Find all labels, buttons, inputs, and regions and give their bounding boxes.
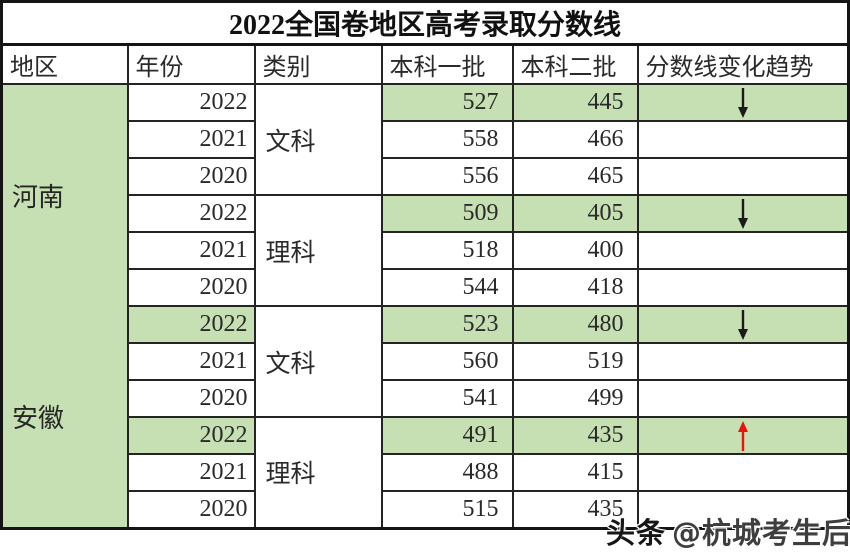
trend-cell [636, 157, 850, 196]
trend-cell [636, 194, 850, 233]
batch2-cell: 466 [511, 120, 639, 159]
column-header-category: 类别 [253, 43, 383, 85]
batch2-cell: 519 [511, 342, 639, 381]
year-cell: 2022 [126, 305, 256, 344]
watermark-handle: @杭城考生后援团 [672, 516, 850, 550]
batch2-cell: 435 [511, 416, 639, 455]
batch2-cell: 405 [511, 194, 639, 233]
table-row: 2022 理科 491 435 [2, 416, 850, 529]
batch1-cell: 509 [380, 194, 514, 233]
column-header-region: 地区 [0, 43, 129, 85]
year-cell: 2020 [126, 490, 256, 529]
year-cell: 2020 [126, 379, 256, 418]
batch2-cell: 400 [511, 231, 639, 270]
trend-cell [636, 453, 850, 492]
trend-cell [636, 120, 850, 159]
table-row: 2021 488 415 [2, 453, 850, 492]
batch2-cell: 418 [511, 268, 639, 307]
column-header-batch1: 本科一批 [380, 43, 514, 85]
year-cell: 2021 [126, 453, 256, 492]
column-header-batch2: 本科二批 [511, 43, 639, 85]
trend-cell [636, 416, 850, 455]
trend-cell [636, 379, 850, 418]
table-row: 2020 541 499 [2, 379, 850, 418]
column-header-year: 年份 [126, 43, 256, 85]
table-row: 河南 2022 文科 527 445 [0, 83, 850, 306]
table-row: 2020 515 435 [2, 490, 850, 529]
region-label-henan: 河南 [0, 83, 129, 306]
table-row: 2021 518 400 [2, 231, 850, 270]
batch2-cell: 465 [511, 157, 639, 196]
batch1-cell: 518 [380, 231, 514, 270]
batch1-cell: 558 [380, 120, 514, 159]
watermark: 头条@杭城考生后援团 [606, 510, 850, 552]
batch1-cell: 541 [380, 379, 514, 418]
batch1-cell: 515 [380, 490, 514, 529]
year-cell: 2020 [126, 268, 256, 307]
year-cell: 2021 [126, 342, 256, 381]
year-cell: 2020 [126, 157, 256, 196]
column-header-trend: 分数线变化趋势 [636, 43, 850, 85]
watermark-brand: 头条 [606, 516, 667, 550]
batch1-cell: 523 [380, 305, 514, 344]
page-title: 2022全国卷地区高考录取分数线 [0, 0, 850, 46]
region-label-anhui: 安徽 [0, 306, 129, 529]
trend-cell [636, 231, 850, 270]
title-row: 2022全国卷地区高考录取分数线 [0, 0, 850, 46]
batch2-cell: 415 [511, 453, 639, 492]
trend-cell [636, 268, 850, 307]
trend-cell [636, 83, 850, 122]
table-row: 2021 558 466 [2, 120, 850, 159]
score-table: 2022全国卷地区高考录取分数线 地区 年份 类别 本科一批 本科二批 分数线变… [0, 0, 850, 530]
down-arrow-icon [737, 87, 748, 118]
year-cell: 2022 [126, 416, 256, 455]
batch2-cell: 445 [511, 83, 639, 122]
year-cell: 2021 [126, 120, 256, 159]
down-arrow-icon [737, 198, 748, 229]
category-label-like: 理科 [253, 416, 383, 529]
batch1-cell: 544 [380, 268, 514, 307]
year-cell: 2022 [126, 83, 256, 122]
table-row: 2021 560 519 [2, 342, 850, 381]
table-row: 安徽 2022 文科 523 480 [0, 305, 850, 529]
table-row: 2020 544 418 [2, 268, 850, 307]
batch2-cell: 435 [511, 490, 639, 529]
trend-cell [636, 342, 850, 381]
up-arrow-icon [737, 420, 748, 451]
category-label-wenke: 文科 [253, 83, 383, 196]
year-cell: 2022 [126, 194, 256, 233]
batch2-cell: 499 [511, 379, 639, 418]
trend-cell [636, 490, 850, 529]
table-row: 2022 理科 509 405 [2, 194, 850, 307]
category-label-wenke: 文科 [253, 305, 383, 418]
trend-cell [636, 305, 850, 344]
year-cell: 2021 [126, 231, 256, 270]
down-arrow-icon [737, 309, 748, 340]
table-row: 2020 556 465 [2, 157, 850, 196]
batch1-cell: 491 [380, 416, 514, 455]
batch2-cell: 480 [511, 305, 639, 344]
batch1-cell: 556 [380, 157, 514, 196]
batch1-cell: 560 [380, 342, 514, 381]
batch1-cell: 488 [380, 453, 514, 492]
header-row: 地区 年份 类别 本科一批 本科二批 分数线变化趋势 [0, 43, 850, 85]
category-label-like: 理科 [253, 194, 383, 307]
batch1-cell: 527 [380, 83, 514, 122]
